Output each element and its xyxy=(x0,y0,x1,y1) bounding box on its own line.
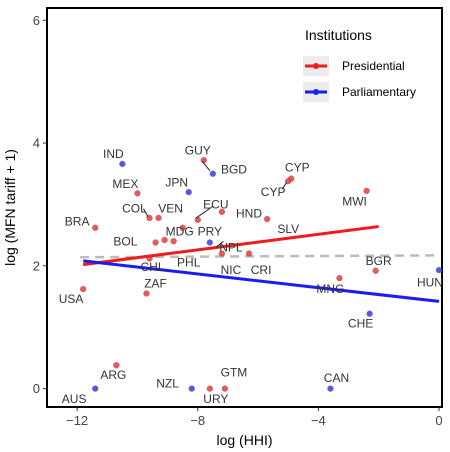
data-point xyxy=(200,157,207,164)
data-point xyxy=(363,187,370,195)
point-label: IND xyxy=(103,147,124,161)
point-label: CRI xyxy=(251,263,272,277)
label-leader xyxy=(215,240,224,248)
point-label: BOL xyxy=(113,234,137,248)
x-tick-label: −4 xyxy=(311,413,326,428)
point-label: ECU xyxy=(203,197,228,211)
legend-entry-label: Presidential xyxy=(342,59,405,73)
point-label: MWI xyxy=(342,194,367,208)
point-label: BGR xyxy=(366,254,392,268)
fit-line-presidential xyxy=(82,225,379,267)
leader-lines-layer xyxy=(143,161,288,248)
point-label: MDG xyxy=(166,224,194,238)
point-label: PHL xyxy=(177,256,201,270)
data-point xyxy=(209,170,217,177)
point-label: NIC xyxy=(221,263,242,277)
y-axis-title: log (MFN tariff + 1) xyxy=(2,149,18,266)
point-label: BRA xyxy=(65,215,90,229)
data-point xyxy=(134,190,141,197)
point-labels-layer: USA BRA ARG AUS IND MEX COL VEN JPN GUY BGD ECU HND C… xyxy=(59,143,443,406)
label-leader xyxy=(281,182,288,190)
point-label: NPL xyxy=(219,240,243,254)
data-point xyxy=(435,266,443,274)
data-point xyxy=(221,385,229,392)
point-label: HUN xyxy=(417,275,443,289)
fit-lines-layer xyxy=(82,225,440,303)
data-point xyxy=(79,285,87,293)
point-label: MEX xyxy=(112,177,138,191)
data-point xyxy=(161,236,168,244)
point-label: COL xyxy=(122,202,147,216)
point-label: HND xyxy=(236,207,262,221)
data-point xyxy=(218,250,226,257)
y-tick-label: 0 xyxy=(33,381,40,396)
point-label: CYP xyxy=(285,161,310,175)
data-point xyxy=(185,188,192,196)
point-label: SLV xyxy=(277,222,299,236)
point-label: URY xyxy=(203,392,228,406)
point-label: GUY xyxy=(185,143,211,157)
data-point xyxy=(143,290,150,297)
data-point xyxy=(372,267,379,274)
point-label: ARG xyxy=(100,368,126,382)
data-point xyxy=(113,362,120,369)
point-label: CHL xyxy=(141,260,165,274)
data-point xyxy=(119,160,126,168)
label-leader xyxy=(143,208,149,217)
data-point xyxy=(263,215,271,223)
x-tick-label: 0 xyxy=(435,413,442,428)
x-axis-title: log (HHI) xyxy=(216,432,272,448)
legend-title: Institutions xyxy=(305,27,372,43)
y-tick-label: 4 xyxy=(33,136,40,151)
legend-key-point xyxy=(313,63,319,69)
data-point xyxy=(327,385,334,392)
point-label: ZAF xyxy=(144,277,167,291)
point-label: CYP xyxy=(261,185,286,199)
data-point xyxy=(366,310,373,317)
y-tick-label: 2 xyxy=(33,258,40,273)
point-label: VEN xyxy=(158,202,183,216)
data-point xyxy=(288,175,295,182)
y-tick-label: 6 xyxy=(33,13,40,28)
points-layer xyxy=(79,157,443,392)
data-point xyxy=(188,385,195,392)
point-label: JPN xyxy=(165,175,188,189)
point-label: MNG xyxy=(316,282,344,296)
point-label: NZL xyxy=(156,377,179,391)
point-label: AUS xyxy=(62,392,87,406)
point-label: CAN xyxy=(324,371,349,385)
label-leader xyxy=(201,161,211,171)
data-point xyxy=(92,224,99,231)
plot-frame xyxy=(46,7,443,408)
data-point xyxy=(92,385,99,392)
data-point xyxy=(155,214,162,222)
label-leader xyxy=(195,205,214,219)
data-point xyxy=(245,250,253,257)
x-tick-label: −12 xyxy=(66,413,88,428)
data-point xyxy=(336,274,343,282)
data-point xyxy=(206,385,214,392)
data-point xyxy=(206,239,214,246)
point-label: PRY xyxy=(198,224,222,238)
x-tick-label: −8 xyxy=(190,413,205,428)
point-label: BGD xyxy=(221,162,247,176)
point-label: CHE xyxy=(348,317,373,331)
fit-line-parliamentary xyxy=(83,259,440,303)
point-label: USA xyxy=(59,292,84,306)
legend-entry-label: Parliamentary xyxy=(342,85,416,99)
data-point xyxy=(170,238,177,245)
point-label: GTM xyxy=(221,366,248,380)
legend-key-point xyxy=(313,89,319,95)
axes: −12 −8 −4 0 0 2 4 6 xyxy=(33,7,443,428)
data-point xyxy=(194,216,201,223)
legend: Institutions Presidential Parliamentary xyxy=(303,27,416,102)
data-point xyxy=(179,224,186,231)
data-point xyxy=(152,239,159,246)
data-point xyxy=(218,208,226,215)
